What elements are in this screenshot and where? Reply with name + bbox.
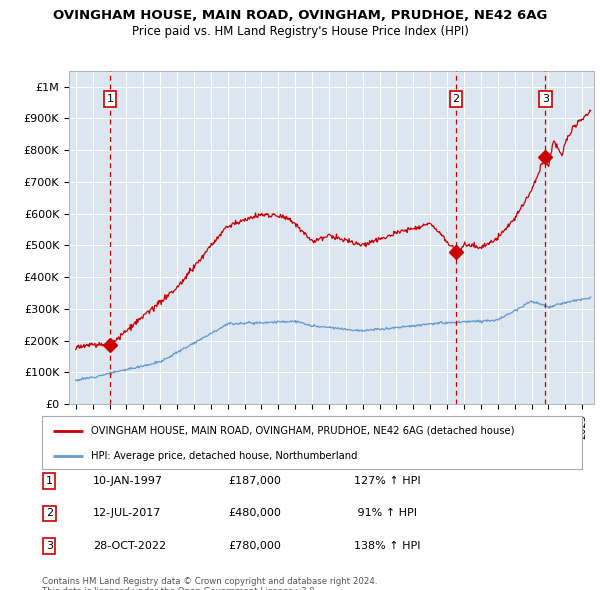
Text: 12-JUL-2017: 12-JUL-2017	[93, 509, 161, 518]
Text: OVINGHAM HOUSE, MAIN ROAD, OVINGHAM, PRUDHOE, NE42 6AG (detached house): OVINGHAM HOUSE, MAIN ROAD, OVINGHAM, PRU…	[91, 426, 514, 436]
Text: 3: 3	[542, 94, 549, 104]
Text: Contains HM Land Registry data © Crown copyright and database right 2024.
This d: Contains HM Land Registry data © Crown c…	[42, 577, 377, 590]
Text: 2: 2	[452, 94, 460, 104]
Text: 3: 3	[46, 541, 53, 550]
Text: £480,000: £480,000	[228, 509, 281, 518]
Text: 28-OCT-2022: 28-OCT-2022	[93, 541, 166, 550]
Text: 2: 2	[46, 509, 53, 518]
Text: 91% ↑ HPI: 91% ↑ HPI	[354, 509, 417, 518]
Text: £780,000: £780,000	[228, 541, 281, 550]
Text: 138% ↑ HPI: 138% ↑ HPI	[354, 541, 421, 550]
Text: 127% ↑ HPI: 127% ↑ HPI	[354, 476, 421, 486]
Text: Price paid vs. HM Land Registry's House Price Index (HPI): Price paid vs. HM Land Registry's House …	[131, 25, 469, 38]
Text: OVINGHAM HOUSE, MAIN ROAD, OVINGHAM, PRUDHOE, NE42 6AG: OVINGHAM HOUSE, MAIN ROAD, OVINGHAM, PRU…	[53, 9, 547, 22]
Text: 1: 1	[46, 476, 53, 486]
Text: HPI: Average price, detached house, Northumberland: HPI: Average price, detached house, Nort…	[91, 451, 357, 461]
Text: 10-JAN-1997: 10-JAN-1997	[93, 476, 163, 486]
Text: £187,000: £187,000	[228, 476, 281, 486]
Text: 1: 1	[107, 94, 113, 104]
